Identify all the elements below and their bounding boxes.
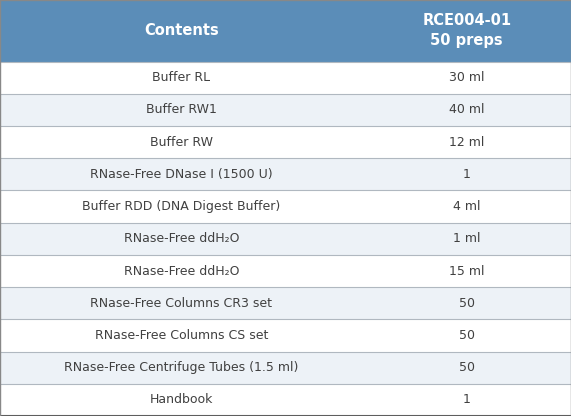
- Bar: [0, 62, 571, 94]
- Text: Buffer RDD (DNA Digest Buffer): Buffer RDD (DNA Digest Buffer): [82, 200, 280, 213]
- Text: RNase-Free Centrifuge Tubes (1.5 ml): RNase-Free Centrifuge Tubes (1.5 ml): [64, 361, 299, 374]
- Text: RNase-Free Columns CS set: RNase-Free Columns CS set: [95, 329, 268, 342]
- Bar: [0, 287, 571, 319]
- Text: 1: 1: [463, 168, 471, 181]
- Text: RNase-Free ddH₂O: RNase-Free ddH₂O: [123, 265, 239, 277]
- Bar: [0, 319, 571, 352]
- Bar: [0, 158, 571, 191]
- Bar: [0, 255, 571, 287]
- Text: Contents: Contents: [144, 23, 219, 38]
- Text: 1: 1: [463, 394, 471, 406]
- Text: 1 ml: 1 ml: [453, 232, 481, 245]
- Text: RNase-Free ddH₂O: RNase-Free ddH₂O: [123, 232, 239, 245]
- Text: Handbook: Handbook: [150, 394, 213, 406]
- Text: 40 ml: 40 ml: [449, 104, 485, 116]
- Text: Buffer RL: Buffer RL: [152, 71, 210, 84]
- Text: 50: 50: [459, 361, 475, 374]
- Bar: [0, 384, 571, 416]
- Text: 30 ml: 30 ml: [449, 71, 485, 84]
- Text: Buffer RW1: Buffer RW1: [146, 104, 217, 116]
- Text: RNase-Free Columns CR3 set: RNase-Free Columns CR3 set: [90, 297, 272, 310]
- Bar: [0, 126, 571, 158]
- Bar: [0, 94, 571, 126]
- Text: RNase-Free DNase I (1500 U): RNase-Free DNase I (1500 U): [90, 168, 272, 181]
- Text: 12 ml: 12 ml: [449, 136, 484, 149]
- Text: 50: 50: [459, 329, 475, 342]
- Text: RCE004-01
50 preps: RCE004-01 50 preps: [422, 13, 512, 49]
- Bar: [0, 352, 571, 384]
- Text: 4 ml: 4 ml: [453, 200, 481, 213]
- Bar: [0, 191, 571, 223]
- Text: Buffer RW: Buffer RW: [150, 136, 213, 149]
- Text: 50: 50: [459, 297, 475, 310]
- Text: 15 ml: 15 ml: [449, 265, 485, 277]
- Bar: [0, 223, 571, 255]
